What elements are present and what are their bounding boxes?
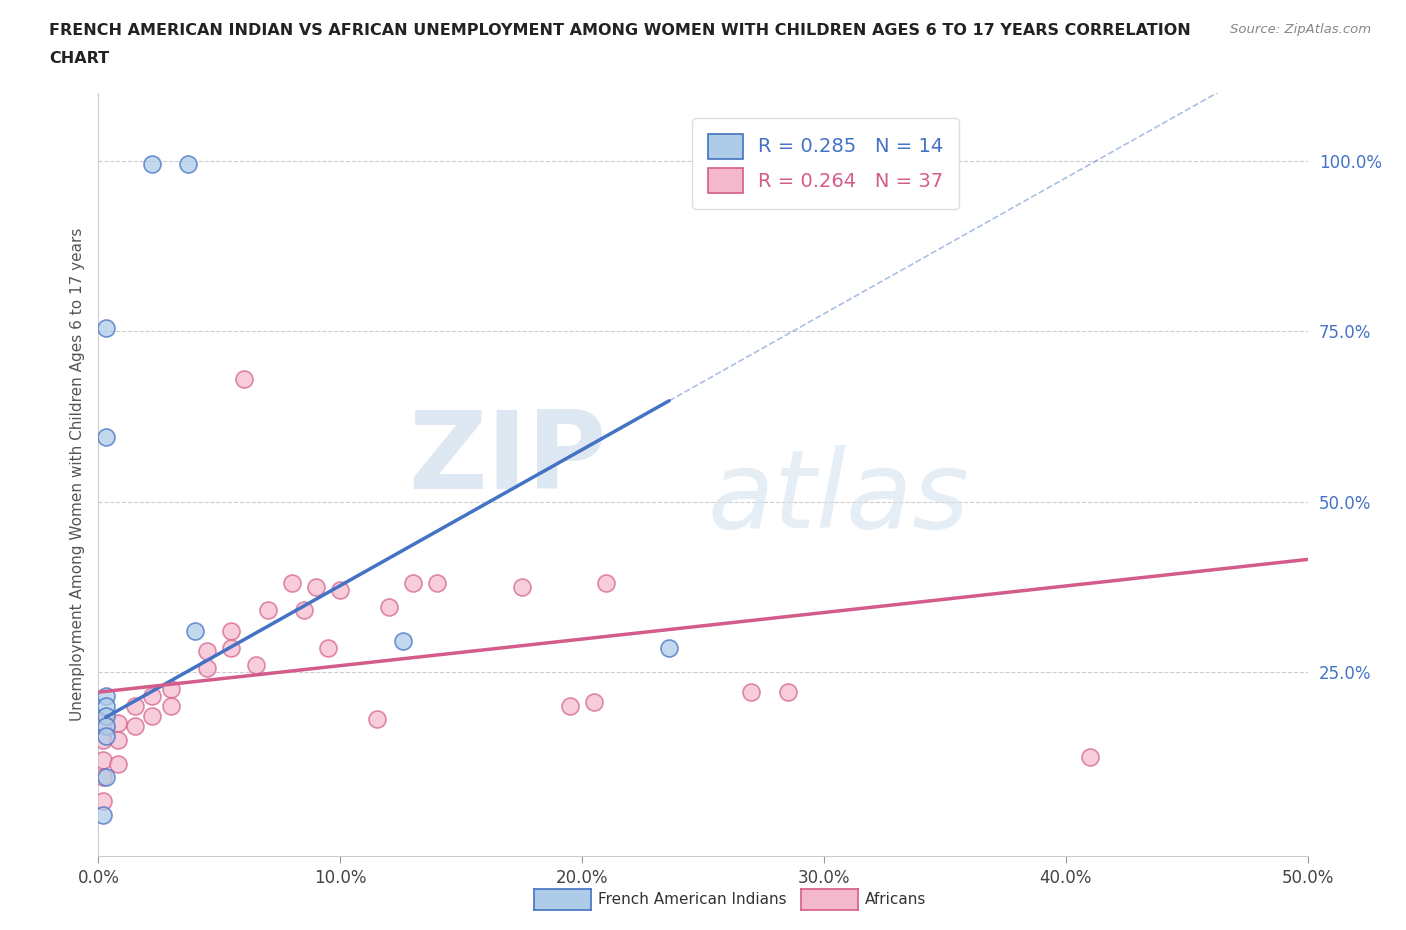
Point — [510, 579, 533, 594]
Point — [177, 157, 200, 172]
Text: Source: ZipAtlas.com: Source: ZipAtlas.com — [1230, 23, 1371, 36]
Point — [377, 600, 399, 615]
Point — [221, 641, 243, 656]
Text: ZIP: ZIP — [408, 406, 606, 512]
Point — [256, 603, 278, 618]
Point — [329, 582, 352, 597]
Point — [316, 641, 339, 656]
Point — [94, 719, 117, 734]
Point — [245, 658, 267, 672]
Point — [281, 576, 304, 591]
Point — [124, 719, 146, 734]
Point — [292, 603, 315, 618]
Point — [160, 698, 183, 713]
Text: Africans: Africans — [865, 892, 927, 907]
Point — [94, 709, 117, 724]
Point — [107, 733, 129, 748]
Point — [141, 157, 163, 172]
Point — [595, 576, 617, 591]
Y-axis label: Unemployment Among Women with Children Ages 6 to 17 years: Unemployment Among Women with Children A… — [70, 228, 86, 721]
Legend: R = 0.285   N = 14, R = 0.264   N = 37: R = 0.285 N = 14, R = 0.264 N = 37 — [692, 118, 959, 208]
Point — [91, 807, 114, 822]
Point — [94, 430, 117, 445]
Point — [392, 633, 415, 648]
Point — [1078, 750, 1101, 764]
Point — [583, 695, 606, 710]
Point — [426, 576, 449, 591]
Point — [366, 712, 388, 727]
Point — [94, 321, 117, 336]
Point — [107, 715, 129, 730]
Point — [94, 729, 117, 744]
Point — [94, 688, 117, 703]
Text: CHART: CHART — [49, 51, 110, 66]
Text: French American Indians: French American Indians — [598, 892, 786, 907]
Point — [94, 770, 117, 785]
Point — [107, 756, 129, 771]
Point — [658, 641, 681, 656]
Point — [305, 579, 328, 594]
Text: FRENCH AMERICAN INDIAN VS AFRICAN UNEMPLOYMENT AMONG WOMEN WITH CHILDREN AGES 6 : FRENCH AMERICAN INDIAN VS AFRICAN UNEMPL… — [49, 23, 1191, 38]
Point — [91, 770, 114, 785]
Point — [91, 753, 114, 768]
Point — [91, 793, 114, 808]
Point — [91, 733, 114, 748]
Point — [221, 623, 243, 638]
Point — [195, 661, 218, 676]
Point — [558, 698, 581, 713]
Point — [232, 371, 254, 387]
Point — [195, 644, 218, 658]
Point — [94, 698, 117, 713]
Point — [141, 709, 163, 724]
Point — [124, 698, 146, 713]
Point — [141, 688, 163, 703]
Point — [160, 682, 183, 697]
Point — [740, 684, 762, 699]
Point — [184, 623, 207, 638]
Point — [402, 576, 425, 591]
Text: atlas: atlas — [707, 445, 969, 550]
Point — [776, 684, 799, 699]
Point — [91, 715, 114, 730]
